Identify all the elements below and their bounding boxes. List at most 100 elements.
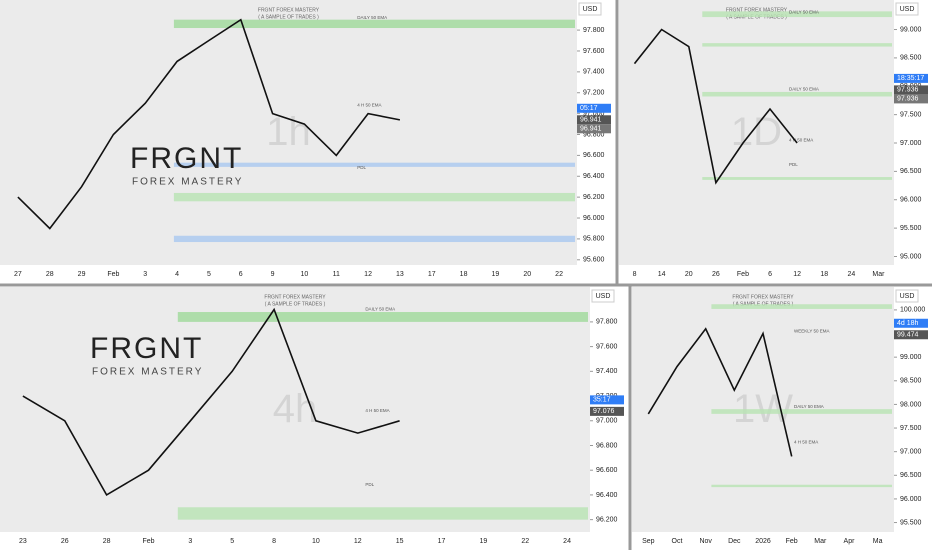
x-tick-label: Mar [814,538,827,545]
timer-box [577,103,611,113]
x-tick-label: 22 [521,538,529,545]
zone [173,235,575,243]
brand: FRGNT [130,142,243,175]
x-tick-label: Feb [786,538,798,545]
x-tick-label: Sep [642,538,655,545]
y-tick-label: 96.400 [596,492,618,499]
annotation: DAILY 50 EMA [789,86,819,91]
y-tick-label: 99.000 [900,26,922,33]
y-axis-area [577,0,613,283]
y-tick-label: 95.500 [900,225,922,232]
x-tick-label: 4 [175,271,179,278]
price-line [17,18,401,230]
annotation: 4 H 50 EMA [789,137,813,142]
y-tick-label: 97.200 [583,90,605,97]
timer-box [894,318,928,328]
zone [711,409,892,414]
currency: USD [900,6,915,13]
y-tick-label: 97.500 [900,111,922,118]
x-tick-label: 20 [685,271,693,278]
x-tick-label: 15 [396,538,404,545]
y-tick-label: 97.000 [596,418,618,425]
annotation: PDL [357,165,366,170]
x-tick-label: 10 [312,538,320,545]
y-tick-label: 96.500 [900,168,922,175]
x-tick-label: Dec [728,538,741,545]
price-tag [577,124,611,134]
x-tick-label: 5 [230,538,234,545]
watermark: 1h [266,110,311,154]
x-tick-label: 28 [103,538,111,545]
timer: 35:17 [593,397,611,404]
x-tick-label: 8 [633,271,637,278]
y-tick-label: 96.000 [900,496,922,503]
x-tick-label: 27 [14,271,22,278]
currency-box [895,2,919,16]
timer-box [590,395,624,405]
y-tick-label: 96.200 [596,516,618,523]
x-tick-label: 13 [396,271,404,278]
x-tick-label: 26 [61,538,69,545]
header: FRGNT FOREX MASTERY [258,7,320,13]
annotation: DAILY 50 EMA [789,10,819,15]
subheader: ( A SAMPLE OF TRADES ) [265,301,326,307]
y-tick-label: 97.800 [583,27,605,34]
y-tick-label: 96.400 [583,173,605,180]
x-tick-label: Ma [873,538,883,545]
y-axis-area [894,0,930,283]
x-tick-label: 17 [428,271,436,278]
x-tick-label: Feb [737,271,749,278]
tagline: FOREX MASTERY [132,177,243,188]
plot-area [0,287,590,532]
zone [711,484,892,488]
header: FRGNT FOREX MASTERY [732,294,794,300]
x-tick-label: 26 [712,271,720,278]
x-tick-label: 12 [364,271,372,278]
x-tick-label: 20 [523,271,531,278]
subheader: ( A SAMPLE OF TRADES ) [726,14,787,20]
x-tick-label: 9 [271,271,275,278]
x-tick-label: 12 [354,538,362,545]
x-tick-label: 23 [19,538,27,545]
currency: USD [596,293,611,300]
watermark: 1D [731,110,782,154]
annotation: PDL [365,482,374,487]
currency: USD [583,6,598,13]
x-tick-label: 19 [479,538,487,545]
annotation: 4 H 50 EMA [794,439,818,444]
y-tick-label: 100.000 [900,307,925,314]
y-tick-label: 97.000 [900,140,922,147]
annotation: PDL [789,162,798,167]
price-tag [894,94,928,104]
x-tick-label: 2026 [755,538,771,545]
header: FRGNT FOREX MASTERY [726,7,788,13]
y-tick-label: 96.000 [900,197,922,204]
timer: 18:35:17 [897,75,924,82]
currency: USD [900,293,915,300]
annotation: DAILY 50 EMA [357,15,387,20]
y-tick-label: 96.000 [583,215,605,222]
zone [173,162,575,167]
annotation: DAILY 50 EMA [794,404,824,409]
currency-box [895,289,919,303]
watermark: 4h [273,387,318,431]
x-tick-label: Mar [872,271,885,278]
x-tick-label: 10 [301,271,309,278]
zone [177,312,589,322]
price-tag-label: 97.076 [593,408,615,415]
y-tick-label: 98.500 [900,55,922,62]
y-tick-label: 95.800 [583,236,605,243]
x-tick-label: 29 [78,271,86,278]
zone [702,177,892,180]
price-tag [894,85,928,95]
price-tag [894,330,928,340]
y-tick-label: 95.600 [583,257,605,264]
x-tick-label: 28 [46,271,54,278]
currency-box [591,289,615,303]
price-line [22,307,400,497]
y-tick-label: 97.000 [900,449,922,456]
x-tick-label: 18 [460,271,468,278]
price-line [633,28,798,185]
